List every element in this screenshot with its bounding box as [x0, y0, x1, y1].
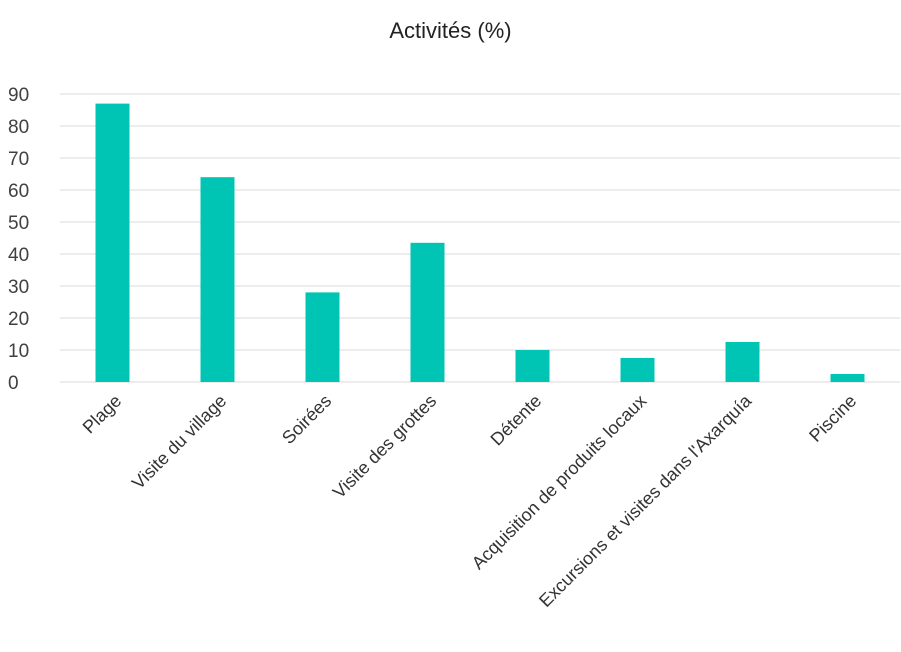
x-tick-label: Détente [487, 391, 546, 450]
bar [305, 292, 340, 382]
chart-title: Activités (%) [389, 18, 512, 43]
x-tick-label: Acquisition de produits locaux [468, 391, 651, 574]
y-tick-label: 0 [8, 373, 19, 394]
y-tick-label: 70 [8, 149, 29, 170]
x-tick-label: Plage [79, 391, 126, 438]
x-tick-label: Excursions et visites dans l'Axarquía [535, 390, 756, 611]
y-tick-label: 90 [8, 85, 29, 106]
bar [830, 374, 865, 382]
y-tick-label: 10 [8, 341, 29, 362]
y-tick-label: 60 [8, 181, 29, 202]
x-tick-label: Visite des grottes [329, 391, 441, 503]
bar [200, 177, 235, 382]
y-tick-label: 20 [8, 309, 29, 330]
x-tick-label: Piscine [805, 391, 860, 446]
bar [515, 350, 550, 382]
bar [620, 358, 655, 382]
bar [725, 342, 760, 382]
x-tick-label: Visite du village [128, 391, 230, 493]
y-tick-label: 30 [8, 277, 29, 298]
x-tick-label: Soirées [278, 391, 335, 448]
y-tick-label: 40 [8, 245, 29, 266]
y-tick-label: 50 [8, 213, 29, 234]
y-tick-label: 80 [8, 117, 29, 138]
bar [410, 242, 445, 382]
bar [95, 103, 130, 382]
